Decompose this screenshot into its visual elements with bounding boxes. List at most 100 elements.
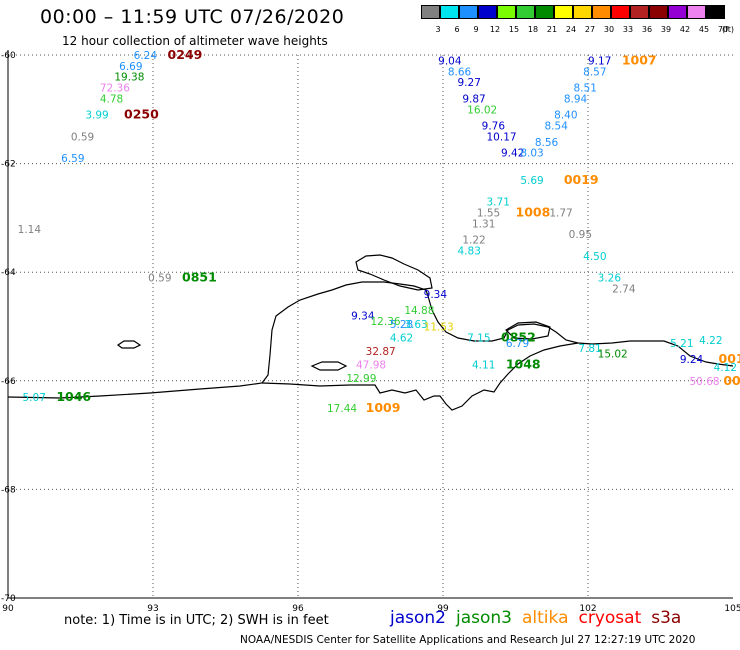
x-tick-label: 90 <box>2 604 14 614</box>
wave-height-label: 8.94 <box>564 93 588 105</box>
scale-swatch <box>554 5 573 19</box>
wave-height-label: 8.54 <box>545 121 569 133</box>
island-south <box>310 361 348 371</box>
x-tick-label: 96 <box>292 604 304 614</box>
wave-height-label: 4.78 <box>100 93 123 105</box>
scale-label: 45 <box>698 25 710 34</box>
wave-height-label: 10.17 <box>487 131 517 143</box>
wave-height-label: 4.11 <box>472 360 495 372</box>
x-tick-label: 105 <box>724 604 740 614</box>
wave-height-label: 6.79 <box>506 338 529 350</box>
wave-height-label: 14.88 <box>404 305 434 317</box>
scale-unit: (ft) <box>721 25 735 34</box>
footer-note: note: 1) Time is in UTC; 2) SWH is in fe… <box>64 613 329 628</box>
wave-height-label: 4.50 <box>583 251 606 263</box>
wave-height-label: 50.68 <box>690 376 720 388</box>
coastline <box>7 254 734 411</box>
time-label: 001 <box>723 373 740 388</box>
wave-height-label: 5.28 <box>390 319 413 331</box>
wave-height-label: 47.98 <box>356 360 386 372</box>
scale-label: 15 <box>508 25 520 34</box>
time-label: 0249 <box>168 47 203 62</box>
y-tick-label: -64 <box>1 268 16 278</box>
scale-swatch <box>687 5 706 19</box>
wave-height-label: 5.21 <box>670 338 693 350</box>
satellite-jason3: jason3 <box>456 608 512 628</box>
scale-swatch <box>668 5 687 19</box>
coastline-main <box>7 281 734 399</box>
wave-height-label: 1.77 <box>549 207 572 219</box>
scale-label: 27 <box>584 25 596 34</box>
scale-swatch <box>516 5 535 19</box>
scale-label: 39 <box>660 25 672 34</box>
wave-height-label: 6.59 <box>61 153 84 165</box>
satellite-jason2: jason2 <box>390 608 446 628</box>
wave-height-label: 32.87 <box>366 346 396 358</box>
scale-label: 30 <box>603 25 615 34</box>
wave-height-label: 1.31 <box>472 218 495 230</box>
wave-height-label: 8.03 <box>520 148 543 160</box>
wave-height-label: 17.44 <box>327 403 357 415</box>
wave-height-label: 7.81 <box>578 343 601 355</box>
wave-height-label: 1.22 <box>462 235 485 247</box>
wave-height-label: 1.55 <box>477 207 500 219</box>
y-tick-label: -70 <box>1 594 16 604</box>
wave-height-label: 1.14 <box>18 224 42 236</box>
wave-height-label: 5.07 <box>23 392 46 404</box>
map-grid: 90 93 96 99 102 105 -60 -62 -64 -66 -68 -70 <box>1 50 740 614</box>
wave-height-label: 9.24 <box>680 354 704 366</box>
time-label: 0851 <box>182 270 217 285</box>
y-tick-label: -66 <box>1 377 16 387</box>
wave-height-label: 12.36 <box>371 316 401 328</box>
scale-swatch <box>611 5 630 19</box>
wave-height-label: 6.24 <box>134 50 158 62</box>
footer-credit: NOAA/NESDIS Center for Satellite Applica… <box>240 634 696 646</box>
wave-height-label: 3.99 <box>85 110 108 122</box>
wave-height-label: 9.76 <box>482 121 506 133</box>
wave-height-label: 9.27 <box>458 77 481 89</box>
wave-height-label: 8.57 <box>583 66 606 78</box>
scale-swatch <box>706 5 725 19</box>
scale-label: 18 <box>527 25 539 34</box>
wave-height-label: 6.69 <box>119 61 142 73</box>
wave-height-label: 9.04 <box>438 55 462 67</box>
scale-swatch <box>478 5 497 19</box>
time-label: 1008 <box>516 204 551 219</box>
scale-swatch <box>535 5 554 19</box>
scale-swatch <box>592 5 611 19</box>
scale-label: 3 <box>435 25 441 34</box>
wave-height-label: 9.17 <box>588 55 611 67</box>
wave-height-label: 2.74 <box>612 283 636 295</box>
scale-swatch <box>440 5 459 19</box>
satellite-s3a: s3a <box>651 608 682 628</box>
wave-height-label: 4.83 <box>458 245 481 257</box>
wave-height-label: 7.15 <box>467 332 490 344</box>
wave-height-label: 0.59 <box>148 273 171 285</box>
scale-label: 70 <box>717 25 729 34</box>
page-subtitle: 12 hour collection of altimeter wave hei… <box>62 34 328 48</box>
scale-swatch <box>497 5 516 19</box>
wave-height-label: 8.56 <box>535 137 559 149</box>
x-tick-label: 99 <box>437 604 449 614</box>
satellite-cryosat: cryosat <box>578 608 642 628</box>
wave-height-label: 9.87 <box>462 93 485 105</box>
time-label: 0852 <box>501 329 536 344</box>
wave-height-label: 8.66 <box>448 66 472 78</box>
wave-height-label: 3.63 <box>404 319 427 331</box>
scale-label: 9 <box>473 25 479 34</box>
time-label: 1009 <box>366 400 401 415</box>
wave-height-label: 16.02 <box>467 104 497 116</box>
satellite-altika: altika <box>522 608 569 628</box>
scale-swatch <box>649 5 668 19</box>
scale-swatch <box>459 5 478 19</box>
scale-label: 24 <box>565 25 577 34</box>
y-tick-label: -60 <box>1 51 16 61</box>
island-west <box>116 340 142 349</box>
x-tick-label: 93 <box>147 604 158 614</box>
wave-height-label: 8.51 <box>574 83 597 95</box>
satellite-legend: jason2 jason3 altika cryosat s3a <box>390 608 691 628</box>
y-tick-label: -62 <box>1 160 16 170</box>
wave-height-label: 0.59 <box>71 131 94 143</box>
wave-height-label: 3.71 <box>487 197 510 209</box>
wave-height-label: 4.22 <box>699 335 722 347</box>
